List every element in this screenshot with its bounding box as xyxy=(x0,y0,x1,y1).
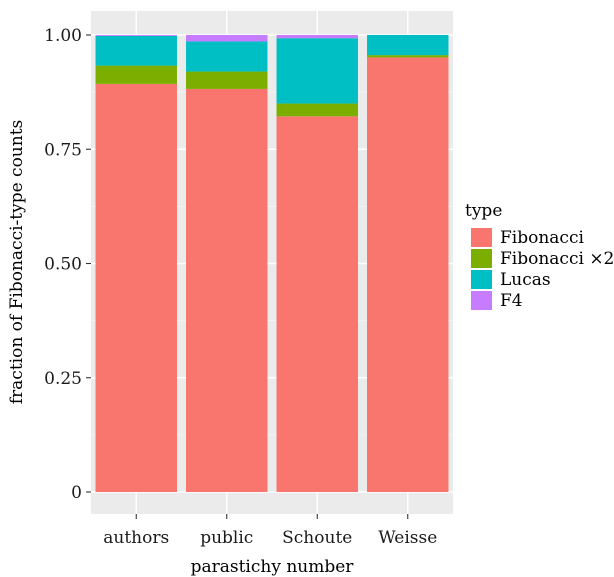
legend-title: type xyxy=(465,201,502,221)
bar-segment-public-f4 xyxy=(186,35,268,42)
bar-segment-public-fibonacci xyxy=(186,88,268,493)
legend-label: Fibonacci ×2 xyxy=(500,249,614,269)
bar-segment-authors-lucas xyxy=(95,35,177,66)
y-tick-label: 0.50 xyxy=(44,255,82,275)
x-axis-title: parastichy number xyxy=(191,557,355,577)
bar-segment-schoute-lucas xyxy=(276,38,358,104)
bar-segment-authors-fibonacci xyxy=(95,83,177,493)
bar-segment-weisse-fibonacci xyxy=(367,57,449,492)
x-tick-label: public xyxy=(200,528,253,548)
legend-label: Lucas xyxy=(500,270,551,290)
y-axis: 0 0.25 0.50 0.75 1.00 xyxy=(44,26,91,503)
bar-segment-public-lucas xyxy=(186,41,268,72)
bar-segment-weisse-lucas xyxy=(367,35,449,56)
bar-segment-weisse-fibonacci-2 xyxy=(367,55,449,58)
legend-label: F4 xyxy=(500,291,523,311)
x-tick-label: Weisse xyxy=(378,528,437,548)
legend-swatch xyxy=(471,291,492,310)
y-tick-label: 0 xyxy=(71,483,82,503)
y-tick-label: 0.75 xyxy=(44,140,82,160)
legend-swatch xyxy=(471,228,492,247)
legend-label: Fibonacci xyxy=(500,228,584,248)
bar-segment-public-fibonacci-2 xyxy=(186,71,268,89)
bar-segment-authors-fibonacci-2 xyxy=(95,65,177,84)
bar-segment-schoute-fibonacci xyxy=(276,116,358,492)
y-tick-label: 1.00 xyxy=(44,26,82,46)
bar-segment-schoute-f4 xyxy=(276,35,358,39)
bar-segment-authors-f4 xyxy=(95,35,177,36)
legend-swatch xyxy=(471,270,492,289)
x-tick-label: authors xyxy=(103,528,169,548)
y-tick-label: 0.25 xyxy=(44,369,82,389)
bars xyxy=(95,35,449,493)
legend-swatch xyxy=(471,249,492,268)
x-tick-label: Schoute xyxy=(282,528,352,548)
y-axis-title: fraction of Fibonacci-type counts xyxy=(7,120,27,405)
x-axis: authors public Schoute Weisse xyxy=(103,514,437,548)
bar-segment-schoute-fibonacci-2 xyxy=(276,103,358,117)
